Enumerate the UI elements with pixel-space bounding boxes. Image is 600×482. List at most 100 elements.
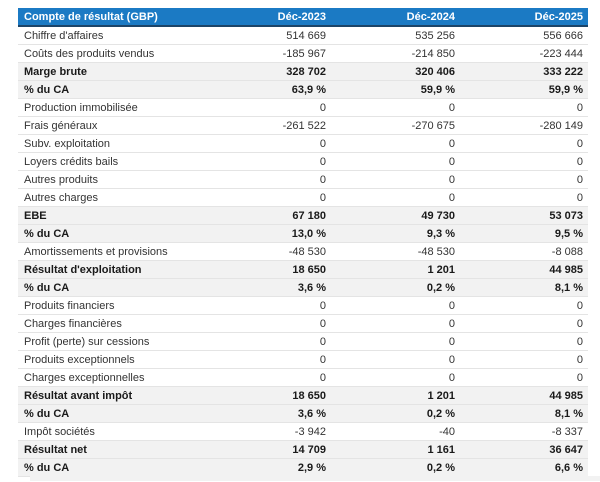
row-value: 0 [331,314,460,333]
row-value: -8 088 [460,242,588,261]
row-label: Autres produits [18,170,201,189]
row-value: 0 [460,98,588,117]
table-row: Chiffre d'affaires 514 669 535 256 556 666 [18,26,588,45]
row-value: 333 222 [460,62,588,81]
row-value: 44 985 [460,386,588,405]
row-value: 0 [331,368,460,387]
row-value: -261 522 [201,116,331,135]
row-value: 1 201 [331,386,460,405]
table-row: Profit (perte) sur cessions 0 0 0 [18,332,588,351]
row-value: 320 406 [331,62,460,81]
row-value: 0 [201,368,331,387]
row-value: 3,6 % [201,278,331,297]
row-label: % du CA [18,458,201,477]
row-value: 1 161 [331,440,460,459]
row-label: Résultat d'exploitation [18,260,201,279]
row-label: Autres charges [18,188,201,207]
row-value: 67 180 [201,206,331,225]
row-label: % du CA [18,404,201,423]
income-statement-table: Compte de résultat (GBP) Déc-2023 Déc-20… [18,8,588,477]
row-label: Produits financiers [18,296,201,315]
table-row: Coûts des produits vendus -185 967 -214 85… [18,44,588,63]
table-row: % du CA 63,9 % 59,9 % 59,9 % [18,80,588,99]
table-row: Loyers crédits bails 0 0 0 [18,152,588,171]
row-value: -3 942 [201,422,331,441]
table-row: % du CA 2,9 % 0,2 % 6,6 % [18,458,588,477]
row-value: 0 [331,332,460,351]
table-row: EBE 67 180 49 730 53 073 [18,206,588,225]
row-value: 0 [201,296,331,315]
row-value: -8 337 [460,422,588,441]
row-value: 0,2 % [331,404,460,423]
row-value: 9,3 % [331,224,460,243]
row-value: 18 650 [201,386,331,405]
row-value: 63,9 % [201,80,331,99]
table-row: Marge brute 328 702 320 406 333 222 [18,62,588,81]
column-header-dec-2024: Déc-2024 [331,8,460,27]
row-value: 0 [201,314,331,333]
row-label: Produits exceptionnels [18,350,201,369]
row-value: 0 [331,98,460,117]
row-value: 53 073 [460,206,588,225]
table-row: Autres charges 0 0 0 [18,188,588,207]
row-label: Charges financières [18,314,201,333]
row-label: Charges exceptionnelles [18,368,201,387]
row-value: 556 666 [460,26,588,45]
row-value: 0 [201,170,331,189]
row-value: 0 [201,152,331,171]
row-value: 44 985 [460,260,588,279]
table-row: Subv. exploitation 0 0 0 [18,134,588,153]
table-row: Résultat net 14 709 1 161 36 647 [18,440,588,459]
row-label: Loyers crédits bails [18,152,201,171]
table-row: Charges financières 0 0 0 [18,314,588,333]
row-value: 0 [460,350,588,369]
table-row: Résultat d'exploitation 18 650 1 201 44 985 [18,260,588,279]
row-value: 0 [201,188,331,207]
row-label: Coûts des produits vendus [18,44,201,63]
row-value: 328 702 [201,62,331,81]
table-row: % du CA 13,0 % 9,3 % 9,5 % [18,224,588,243]
row-value: 0,2 % [331,278,460,297]
row-label: % du CA [18,278,201,297]
row-label: Frais généraux [18,116,201,135]
row-value: 3,6 % [201,404,331,423]
column-header-dec-2025: Déc-2025 [460,8,588,27]
row-value: 0 [331,134,460,153]
row-value: 8,1 % [460,278,588,297]
row-value: 8,1 % [460,404,588,423]
row-value: 0 [331,350,460,369]
row-label: Résultat avant impôt [18,386,201,405]
row-value: 0 [460,368,588,387]
row-value: -48 530 [201,242,331,261]
row-value: 514 669 [201,26,331,45]
row-label: Subv. exploitation [18,134,201,153]
row-value: 59,9 % [460,80,588,99]
row-value: -40 [331,422,460,441]
row-value: 0 [331,296,460,315]
row-label: Marge brute [18,62,201,81]
column-header-dec-2023: Déc-2023 [201,8,331,27]
table-row: Impôt sociétés -3 942 -40 -8 337 [18,422,588,441]
table-row: Frais généraux -261 522 -270 675 -280 149 [18,116,588,135]
row-value: 0 [460,134,588,153]
row-value: 0 [460,188,588,207]
row-label: EBE [18,206,201,225]
row-label: Chiffre d'affaires [18,26,201,45]
row-value: 1 201 [331,260,460,279]
row-value: 14 709 [201,440,331,459]
row-value: 13,0 % [201,224,331,243]
row-value: 18 650 [201,260,331,279]
row-value: 59,9 % [331,80,460,99]
row-value: 0 [201,98,331,117]
row-value: -270 675 [331,116,460,135]
table-body: Chiffre d'affaires 514 669 535 256 556 666 C… [18,26,588,477]
row-value: 0 [201,134,331,153]
row-value: -214 850 [331,44,460,63]
table-row: Charges exceptionnelles 0 0 0 [18,368,588,387]
row-value: -280 149 [460,116,588,135]
row-value: -185 967 [201,44,331,63]
row-value: -223 444 [460,44,588,63]
row-label: % du CA [18,224,201,243]
table-row: Amortissements et provisions -48 530 -48 5… [18,242,588,261]
